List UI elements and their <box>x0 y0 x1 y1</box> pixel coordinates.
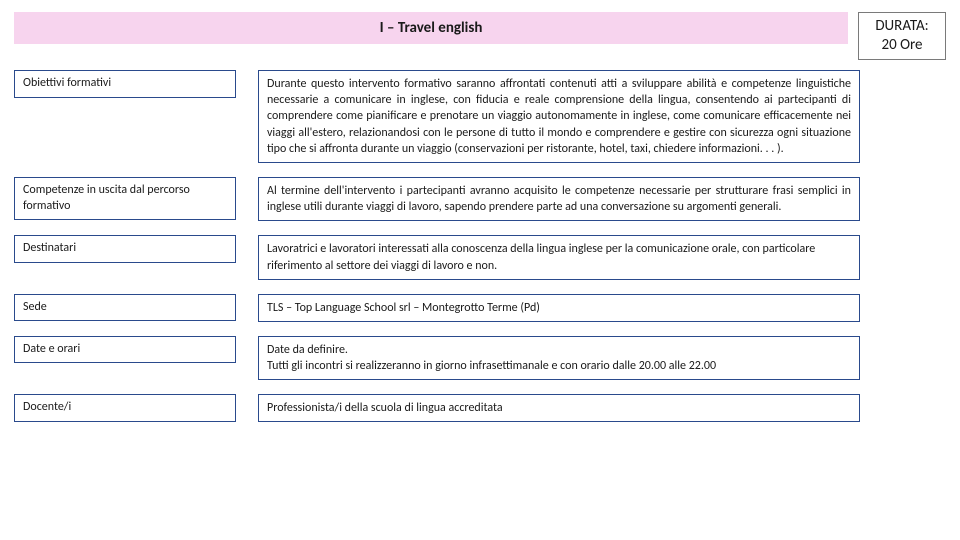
row-label: Competenze in uscita dal percorso format… <box>14 177 236 220</box>
detail-row: Date e orari Date da definire.Tutti gli … <box>14 336 860 380</box>
row-value: Lavoratrici e lavoratori interessati all… <box>258 235 860 279</box>
durata-value: 20 Ore <box>861 36 943 55</box>
row-label: Destinatari <box>14 235 236 263</box>
row-value: Al termine dell'intervento i partecipant… <box>258 177 860 221</box>
row-label: Obiettivi formativi <box>14 70 236 98</box>
row-value: Professionista/i della scuola di lingua … <box>258 394 860 422</box>
detail-row: Docente/i Professionista/i della scuola … <box>14 394 860 422</box>
detail-row: Obiettivi formativi Durante questo inter… <box>14 70 860 163</box>
header-row: I – Travel english DURATA: 20 Ore <box>14 12 946 60</box>
detail-row: Sede TLS – Top Language School srl – Mon… <box>14 294 860 322</box>
durata-box: DURATA: 20 Ore <box>858 12 946 60</box>
row-label: Sede <box>14 294 236 322</box>
durata-label: DURATA: <box>861 17 943 36</box>
row-label: Docente/i <box>14 394 236 422</box>
detail-row: Competenze in uscita dal percorso format… <box>14 177 860 221</box>
row-value: Date da definire.Tutti gli incontri si r… <box>258 336 860 380</box>
detail-row: Destinatari Lavoratrici e lavoratori int… <box>14 235 860 279</box>
row-value: Durante questo intervento formativo sara… <box>258 70 860 163</box>
row-value: TLS – Top Language School srl – Montegro… <box>258 294 860 322</box>
details-area: Obiettivi formativi Durante questo inter… <box>14 70 860 422</box>
course-title: I – Travel english <box>14 12 848 44</box>
row-label: Date e orari <box>14 336 236 364</box>
